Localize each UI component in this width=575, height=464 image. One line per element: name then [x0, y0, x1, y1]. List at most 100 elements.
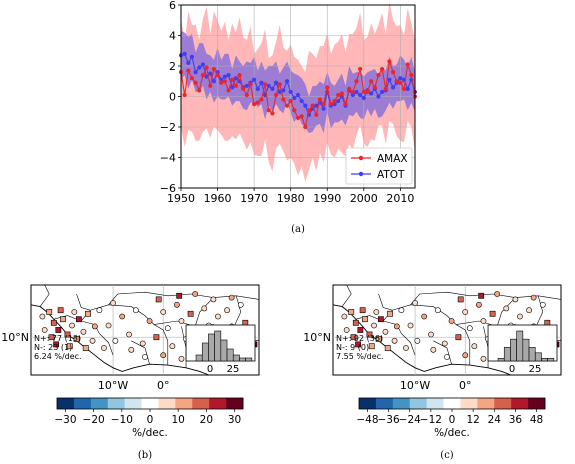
point-amax	[369, 79, 374, 84]
colorbar-segment	[494, 398, 512, 409]
country-border	[80, 304, 169, 366]
colorbar-tick-label: 36	[509, 414, 523, 426]
band-atot	[181, 30, 415, 134]
lon-label: 0°	[157, 379, 170, 392]
station-marker	[128, 346, 135, 353]
point-atot	[358, 92, 363, 98]
country-border	[39, 284, 50, 307]
point-atot	[398, 76, 403, 81]
station-marker	[530, 294, 537, 301]
point-amax	[336, 92, 341, 98]
station-marker	[371, 322, 377, 329]
point-atot	[270, 86, 275, 91]
caption-a: (a)	[291, 224, 305, 235]
station-marker	[80, 328, 87, 335]
grid-lines	[180, 4, 415, 189]
station-marker	[174, 301, 180, 308]
histogram-bar	[214, 330, 222, 362]
point-amax	[398, 80, 403, 85]
country-border	[76, 293, 91, 311]
station-marker	[398, 307, 405, 314]
lon-label: 10°W	[400, 379, 430, 392]
point-amax	[306, 108, 312, 113]
station-marker	[142, 354, 148, 360]
y-tick-label: −2	[160, 121, 176, 134]
station-significant-marker	[366, 331, 373, 338]
x-tick-label: 1990	[313, 192, 341, 205]
station-marker	[164, 325, 171, 332]
legend-atot-marker	[358, 171, 364, 177]
x-tick-label: 2010	[386, 192, 414, 205]
station-marker	[476, 301, 482, 308]
point-amax	[376, 73, 381, 78]
station-marker	[178, 355, 185, 362]
point-atot	[226, 73, 231, 78]
station-significant-marker	[352, 319, 359, 326]
stat-line: N-: 23 (1)	[34, 343, 72, 352]
station-marker	[448, 318, 455, 324]
colorbar-tick-label: −20	[83, 414, 105, 426]
country-border	[131, 340, 150, 365]
station-significant-marker	[53, 341, 59, 348]
point-amax	[299, 114, 304, 119]
station-marker	[341, 313, 348, 320]
histogram-bar	[226, 348, 234, 362]
colorbar-segment	[209, 398, 227, 409]
histogram-bar	[245, 357, 253, 362]
stat-line: 6.24 %/dec.	[34, 352, 82, 361]
point-amax	[295, 115, 301, 120]
point-amax	[222, 79, 227, 84]
station-significant-marker	[75, 316, 82, 323]
point-amax	[270, 111, 275, 116]
point-amax	[401, 86, 407, 91]
point-amax	[387, 59, 392, 64]
station-marker	[441, 340, 448, 347]
colorbar-tick-label: 0	[449, 414, 456, 426]
point-atot	[336, 98, 341, 104]
point-atot	[273, 80, 279, 85]
station-marker	[41, 327, 48, 333]
station-marker	[215, 313, 221, 320]
point-atot	[379, 89, 385, 95]
colorbar-segment	[511, 398, 529, 409]
lon-label: 0°	[459, 379, 472, 392]
station-marker	[89, 337, 96, 344]
point-amax	[354, 79, 359, 84]
station-significant-marker	[82, 345, 89, 351]
point-amax	[233, 83, 238, 88]
panel-caption: (b)	[138, 450, 152, 461]
country-border	[433, 340, 452, 365]
point-atot	[252, 77, 257, 82]
station-marker	[343, 327, 350, 333]
colorbar-tick-label: −24	[399, 414, 421, 426]
stat-line: N+: 92 (36)	[336, 334, 383, 343]
colorbar-segment	[158, 398, 176, 409]
colorbar-label: %/dec.	[132, 427, 168, 439]
station-marker	[393, 323, 400, 330]
point-atot	[281, 88, 286, 93]
station-marker	[132, 307, 139, 314]
point-atot	[266, 83, 271, 88]
colorbar-tick-label: −36	[378, 414, 400, 426]
point-amax	[200, 73, 206, 78]
colorbar-tick-label: 12	[466, 414, 479, 426]
histogram-bar	[516, 330, 524, 362]
histogram-bar	[195, 354, 203, 362]
station-marker	[512, 296, 519, 303]
colorbar-tick-label: 20	[200, 414, 213, 426]
series-lines	[178, 51, 418, 130]
station-marker	[539, 301, 546, 308]
colorbar-tick-label: 10	[171, 414, 184, 426]
station-significant-marker	[377, 316, 384, 323]
colorbar-segment	[141, 398, 159, 409]
histogram-bar	[522, 338, 530, 362]
point-atot	[295, 92, 301, 98]
station-significant-marker	[155, 296, 162, 303]
panel-caption: (c)	[440, 450, 454, 461]
station-marker	[503, 305, 510, 312]
point-amax	[365, 89, 370, 95]
point-amax	[259, 97, 264, 102]
point-atot	[259, 80, 264, 85]
legend-amax-label: AMAX	[377, 153, 408, 165]
